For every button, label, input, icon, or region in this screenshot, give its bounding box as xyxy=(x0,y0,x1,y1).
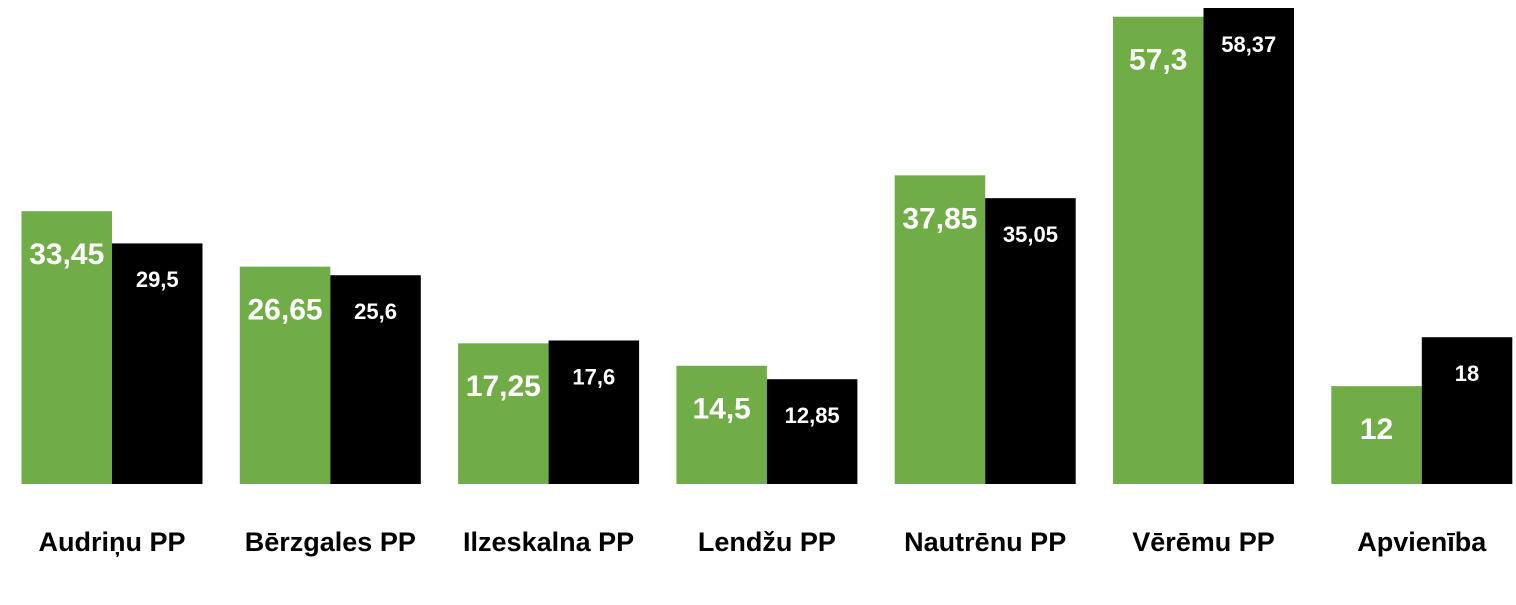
x-tick-label: Lendžu PP xyxy=(697,527,836,557)
bar xyxy=(458,343,549,484)
x-tick-label: Ilzeskalna PP xyxy=(463,527,635,557)
data-label: 25,6 xyxy=(354,299,397,324)
bar xyxy=(21,211,112,484)
data-label: 14,5 xyxy=(692,393,750,426)
data-label: 37,85 xyxy=(902,202,977,235)
data-label: 29,5 xyxy=(136,267,179,292)
data-label: 18 xyxy=(1455,361,1479,386)
data-label: 35,05 xyxy=(1003,222,1058,247)
x-tick-label: Audriņu PP xyxy=(38,527,186,557)
bar xyxy=(1331,386,1422,484)
bar xyxy=(676,365,767,484)
bar xyxy=(1421,337,1513,484)
bar xyxy=(894,175,986,484)
data-label: 12 xyxy=(1360,413,1393,446)
x-tick-label: Apvienība xyxy=(1357,527,1487,557)
data-label: 58,37 xyxy=(1221,32,1276,57)
bar xyxy=(1203,7,1294,485)
bar xyxy=(112,243,203,484)
x-tick-label: Vērēmu PP xyxy=(1132,527,1275,557)
x-tick-label: Bērzgales PP xyxy=(244,527,416,557)
bar xyxy=(766,379,858,484)
data-label: 12,85 xyxy=(785,403,840,428)
bar xyxy=(330,275,421,484)
data-label: 57,3 xyxy=(1129,44,1187,77)
bar xyxy=(548,340,640,484)
bar xyxy=(985,198,1076,485)
data-label: 26,65 xyxy=(248,294,323,327)
data-label: 17,25 xyxy=(466,370,541,403)
data-label: 17,6 xyxy=(572,364,615,389)
bar xyxy=(1113,16,1204,484)
bar xyxy=(239,266,331,484)
data-label: 33,45 xyxy=(29,238,104,271)
x-tick-label: Nautrēnu PP xyxy=(904,527,1067,557)
